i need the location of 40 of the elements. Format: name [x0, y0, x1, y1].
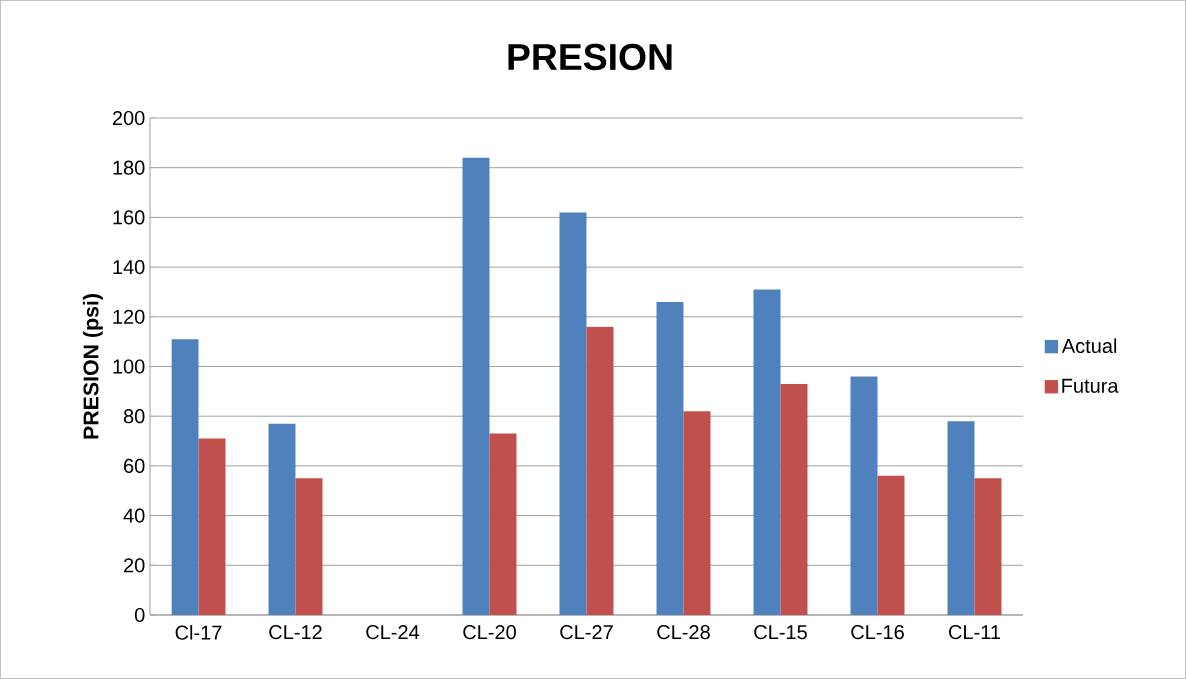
bar: [753, 289, 781, 615]
bar: [559, 212, 587, 615]
x-tick-label: CL-16: [851, 625, 904, 640]
bar: [268, 423, 296, 615]
bar: [974, 478, 1002, 615]
y-tick-label: 180: [113, 160, 145, 175]
y-tick-label: 80: [123, 409, 145, 424]
x-tick-label: CL-27: [560, 625, 613, 640]
bar: [462, 157, 490, 615]
x-tick-label: CL-12: [269, 625, 322, 640]
bar: [850, 376, 878, 615]
y-tick-label: 140: [113, 260, 145, 275]
x-tick-label: CL-24: [366, 625, 420, 640]
y-tick-label: 160: [113, 210, 145, 225]
legend-label: Futura: [1062, 378, 1119, 393]
y-tick-label: 60: [124, 458, 145, 473]
legend-label: Actual: [1061, 338, 1117, 354]
x-tick-label: CL-11: [949, 625, 1001, 640]
bar: [683, 411, 711, 615]
x-tick-label: Cl-17: [175, 625, 222, 640]
bar: [295, 478, 323, 615]
bar: [947, 421, 975, 615]
bar: [877, 475, 905, 615]
y-tick-label: 120: [113, 309, 145, 324]
bar: [171, 339, 199, 615]
bar: [586, 326, 614, 615]
bar: [489, 433, 517, 615]
y-tick-label: 0: [134, 607, 145, 623]
x-tick-label: CL-28: [657, 625, 710, 640]
bar: [780, 383, 808, 615]
y-tick-label: 100: [113, 359, 145, 374]
x-tick-label: CL-15: [754, 625, 807, 640]
y-axis-title: PRESION (psi): [82, 294, 103, 439]
chart-title: PRESION: [508, 43, 672, 71]
x-tick-label: CL-20: [463, 625, 516, 640]
y-tick-label: 20: [124, 558, 145, 573]
y-tick-label: 40: [123, 508, 145, 523]
y-tick-label: 200: [112, 110, 145, 126]
bar: [198, 438, 226, 615]
bar: [656, 301, 684, 615]
